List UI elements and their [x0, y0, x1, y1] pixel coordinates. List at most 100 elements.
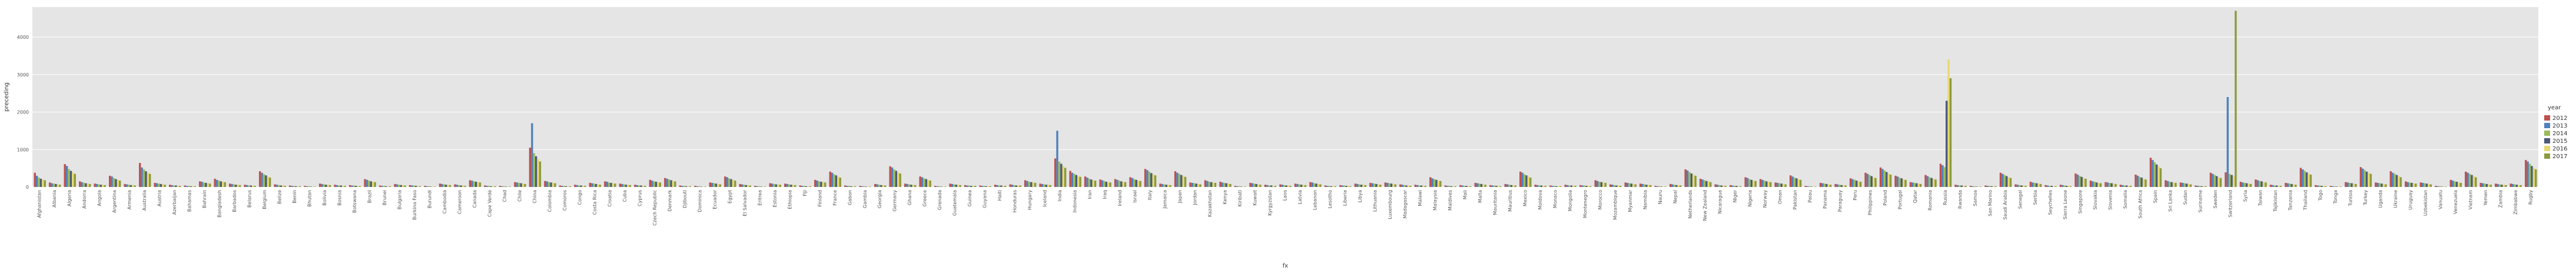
bar-2015-6: [130, 185, 132, 187]
bar-2015-97: [1495, 186, 1498, 187]
bar-2012-121: [1849, 178, 1852, 187]
bar-2014-70: [1088, 178, 1091, 187]
bar-2015-147: [2245, 183, 2248, 187]
bar-2016-147: [2248, 183, 2250, 187]
x-tick-label-17: Benin: [292, 190, 297, 203]
x-tick-label-11: Bahrain: [202, 190, 207, 208]
bar-2014-127: [1943, 167, 1946, 187]
bar-2016-129: [1977, 186, 1980, 187]
bar-2015-48: [760, 186, 762, 187]
bar-2014-161: [2454, 181, 2456, 187]
bar-2015-65: [1015, 185, 1018, 187]
bar-2015-50: [790, 185, 792, 187]
x-tick-label-87: Liberia: [1342, 190, 1347, 206]
bar-2013-43: [681, 186, 683, 187]
bar-2016-16: [282, 185, 284, 187]
bar-2017-123: [1889, 174, 1892, 187]
bar-2014-104: [1598, 182, 1601, 187]
bar-2013-141: [2152, 160, 2154, 187]
bar-2016-149: [2278, 186, 2280, 187]
bar-2014-116: [1778, 183, 1781, 187]
bar-2012-112: [1714, 184, 1717, 187]
bar-2017-148: [2265, 182, 2267, 187]
bar-2017-58: [914, 185, 917, 187]
bar-2012-101: [1549, 185, 1552, 187]
bar-2014-112: [1718, 185, 1721, 187]
bar-2016-5: [117, 179, 119, 187]
bar-2017-22: [374, 182, 376, 187]
x-tick-label-141: Spain: [2153, 190, 2158, 203]
bar-2013-16: [275, 185, 278, 187]
bar-2016-71: [1107, 182, 1110, 187]
bar-2014-146: [2229, 173, 2231, 187]
bar-2015-102: [1570, 185, 1573, 187]
bar-2012-25: [409, 185, 411, 187]
bar-2013-118: [1806, 186, 1809, 187]
bar-2016-132: [2022, 185, 2025, 187]
bar-2016-134: [2052, 186, 2055, 187]
x-tick-label-98: Mauritius: [1508, 190, 1513, 212]
bar-2012-26: [424, 186, 426, 187]
bar-2015-156: [2381, 183, 2383, 187]
bar-2013-12: [215, 179, 218, 187]
legend-title: year: [2548, 105, 2561, 111]
bar-2012-10: [184, 185, 186, 187]
bar-2012-76: [1174, 171, 1177, 187]
bar-2017-23: [389, 186, 391, 187]
bar-2017-27: [449, 185, 452, 187]
bar-2013-48: [756, 186, 758, 187]
bar-2012-86: [1324, 185, 1327, 187]
bar-2012-45: [709, 182, 712, 187]
bar-2017-80: [1244, 186, 1247, 187]
bar-2016-156: [2382, 183, 2385, 187]
bar-2016-37: [597, 184, 599, 187]
bar-2014-20: [338, 185, 340, 187]
bar-2013-82: [1266, 185, 1269, 187]
bar-2016-11: [207, 183, 209, 187]
bar-2017-48: [764, 186, 766, 187]
bar-2017-24: [404, 185, 406, 187]
bar-2014-114: [1748, 179, 1751, 187]
bar-2013-92: [1416, 185, 1419, 187]
bar-2013-22: [366, 179, 369, 187]
bar-2017-39: [629, 185, 632, 187]
bar-2012-105: [1609, 184, 1612, 187]
bar-2013-2: [65, 166, 68, 187]
bar-2017-86: [1334, 186, 1337, 187]
bar-2017-142: [2175, 182, 2177, 187]
bar-2014-107: [1643, 184, 1646, 187]
bar-2014-108: [1658, 186, 1661, 187]
bar-2016-49: [777, 184, 779, 187]
bar-2013-130: [1986, 186, 1989, 187]
legend-label-2016: 2016: [2552, 146, 2567, 152]
bar-2017-132: [2024, 186, 2027, 187]
bar-2014-13: [233, 184, 235, 187]
bar-2012-31: [499, 186, 502, 187]
x-tick-label-48: Eritrea: [757, 190, 762, 206]
bar-2013-39: [621, 183, 623, 187]
bar-2017-88: [1364, 185, 1367, 187]
bar-2016-118: [1813, 186, 1815, 187]
x-tick-label-112: Nicaragua: [1718, 190, 1723, 214]
bar-2012-160: [2435, 186, 2437, 187]
x-tick-label-94: Maldives: [1448, 190, 1453, 210]
bar-2012-24: [394, 183, 396, 187]
bar-2013-10: [185, 186, 188, 187]
bar-2017-106: [1634, 184, 1636, 187]
bar-2017-91: [1409, 186, 1412, 187]
bar-2016-81: [1257, 184, 1260, 187]
bar-2014-155: [2363, 170, 2366, 187]
x-tick-label-89: Lithuania: [1372, 190, 1377, 212]
bar-2012-108: [1654, 186, 1657, 187]
bar-2013-139: [2122, 185, 2124, 187]
bar-2015-81: [1255, 183, 1257, 187]
bar-2013-72: [1116, 179, 1118, 187]
bar-2017-79: [1229, 183, 1231, 187]
bar-2013-30: [486, 186, 489, 187]
bar-2017-83: [1289, 186, 1292, 187]
bar-2015-103: [1585, 186, 1588, 187]
x-tick-label-159: Uzbekistan: [2423, 190, 2428, 216]
bar-2015-66: [1030, 182, 1033, 187]
bar-2012-79: [1219, 182, 1221, 187]
bar-2013-100: [1536, 185, 1539, 187]
